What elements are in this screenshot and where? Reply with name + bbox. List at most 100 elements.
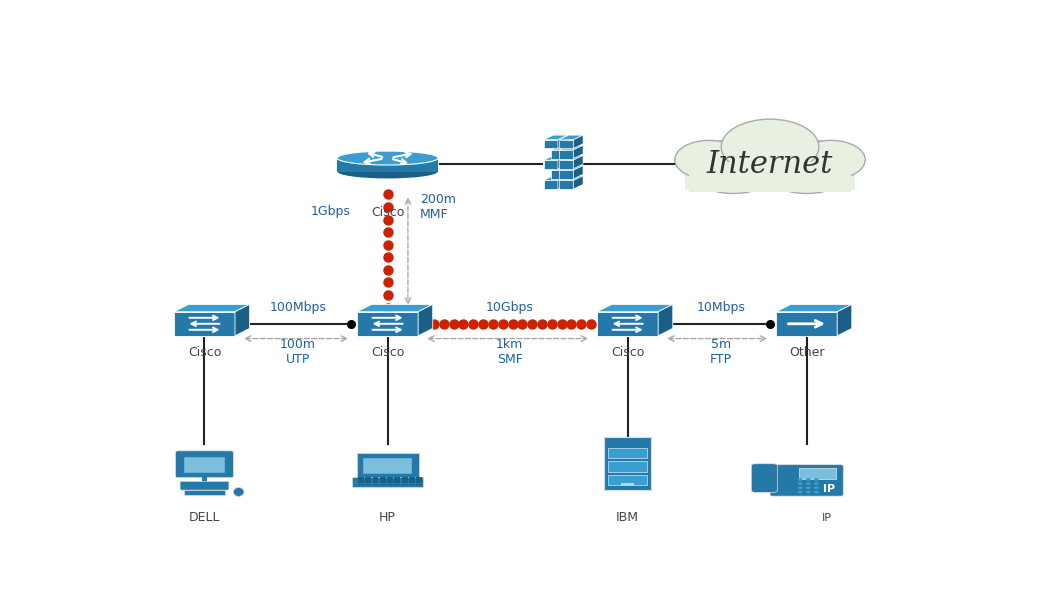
Text: 10Mbps: 10Mbps <box>697 301 746 314</box>
Polygon shape <box>566 145 575 158</box>
Text: 100m
UTP: 100m UTP <box>280 338 316 365</box>
Polygon shape <box>658 304 673 336</box>
Polygon shape <box>544 155 568 160</box>
Text: 100Mbps: 100Mbps <box>270 301 327 314</box>
Polygon shape <box>776 312 837 336</box>
FancyBboxPatch shape <box>402 484 407 485</box>
FancyBboxPatch shape <box>752 464 777 493</box>
Polygon shape <box>559 176 583 181</box>
FancyBboxPatch shape <box>410 477 415 479</box>
FancyBboxPatch shape <box>184 490 225 495</box>
Text: 5m
FTP: 5m FTP <box>710 338 732 365</box>
Polygon shape <box>559 150 573 158</box>
FancyBboxPatch shape <box>363 458 412 475</box>
FancyBboxPatch shape <box>395 477 400 479</box>
Polygon shape <box>551 166 575 170</box>
FancyBboxPatch shape <box>380 479 385 481</box>
Polygon shape <box>558 155 568 169</box>
FancyBboxPatch shape <box>352 477 423 487</box>
FancyBboxPatch shape <box>357 453 419 478</box>
Text: 1km
SMF: 1km SMF <box>496 338 523 365</box>
Circle shape <box>797 140 865 179</box>
FancyBboxPatch shape <box>365 479 371 481</box>
Text: Other: Other <box>789 346 824 359</box>
Polygon shape <box>174 312 235 336</box>
FancyBboxPatch shape <box>181 481 229 490</box>
FancyBboxPatch shape <box>417 484 422 485</box>
Polygon shape <box>551 145 575 150</box>
FancyBboxPatch shape <box>387 477 393 479</box>
FancyBboxPatch shape <box>395 484 400 485</box>
FancyBboxPatch shape <box>798 469 836 479</box>
Text: IP: IP <box>823 484 836 494</box>
Text: Cisco: Cisco <box>371 346 404 359</box>
Polygon shape <box>544 181 558 189</box>
Circle shape <box>814 487 819 489</box>
FancyBboxPatch shape <box>604 437 651 490</box>
Polygon shape <box>559 155 583 160</box>
Polygon shape <box>573 155 583 169</box>
Polygon shape <box>559 140 573 148</box>
Ellipse shape <box>233 488 244 496</box>
FancyBboxPatch shape <box>417 481 422 483</box>
Text: 200m
MMF: 200m MMF <box>420 193 456 221</box>
FancyBboxPatch shape <box>175 451 233 478</box>
FancyBboxPatch shape <box>387 481 393 483</box>
FancyBboxPatch shape <box>184 457 226 473</box>
Circle shape <box>798 478 802 481</box>
Circle shape <box>814 478 819 481</box>
FancyBboxPatch shape <box>689 162 852 192</box>
Bar <box>622 483 634 487</box>
FancyBboxPatch shape <box>410 484 415 485</box>
Polygon shape <box>357 304 433 312</box>
Polygon shape <box>559 166 583 170</box>
Polygon shape <box>776 304 852 312</box>
Polygon shape <box>235 304 250 336</box>
FancyBboxPatch shape <box>358 477 363 479</box>
FancyBboxPatch shape <box>365 477 371 479</box>
Text: Cisco: Cisco <box>611 346 645 359</box>
Polygon shape <box>573 176 583 189</box>
FancyBboxPatch shape <box>402 479 407 481</box>
Polygon shape <box>337 158 438 172</box>
Polygon shape <box>559 181 573 189</box>
FancyBboxPatch shape <box>380 477 385 479</box>
FancyBboxPatch shape <box>365 481 371 483</box>
Circle shape <box>759 140 854 194</box>
Ellipse shape <box>337 165 438 179</box>
FancyBboxPatch shape <box>358 484 363 485</box>
Polygon shape <box>597 304 673 312</box>
FancyBboxPatch shape <box>685 162 856 190</box>
Polygon shape <box>551 170 566 179</box>
Text: Cisco: Cisco <box>371 206 404 220</box>
FancyBboxPatch shape <box>410 481 415 483</box>
FancyBboxPatch shape <box>358 481 363 483</box>
Polygon shape <box>357 312 418 336</box>
Circle shape <box>675 140 743 179</box>
Text: Cisco: Cisco <box>188 346 222 359</box>
FancyBboxPatch shape <box>365 484 371 485</box>
Polygon shape <box>544 135 568 140</box>
Text: 1Gbps: 1Gbps <box>311 205 351 218</box>
Polygon shape <box>566 166 575 179</box>
FancyBboxPatch shape <box>417 477 422 479</box>
FancyBboxPatch shape <box>373 477 378 479</box>
Polygon shape <box>573 166 583 179</box>
Circle shape <box>805 487 811 489</box>
Circle shape <box>805 482 811 485</box>
FancyBboxPatch shape <box>417 479 422 481</box>
Polygon shape <box>559 160 573 169</box>
FancyBboxPatch shape <box>373 484 378 485</box>
Polygon shape <box>837 304 852 336</box>
Polygon shape <box>559 135 583 140</box>
FancyBboxPatch shape <box>380 484 385 485</box>
Polygon shape <box>573 135 583 148</box>
FancyBboxPatch shape <box>410 479 415 481</box>
Circle shape <box>814 482 819 485</box>
Polygon shape <box>558 176 568 189</box>
FancyBboxPatch shape <box>402 477 407 479</box>
FancyBboxPatch shape <box>387 484 393 485</box>
FancyBboxPatch shape <box>608 448 647 458</box>
Circle shape <box>798 482 802 485</box>
FancyBboxPatch shape <box>395 479 400 481</box>
